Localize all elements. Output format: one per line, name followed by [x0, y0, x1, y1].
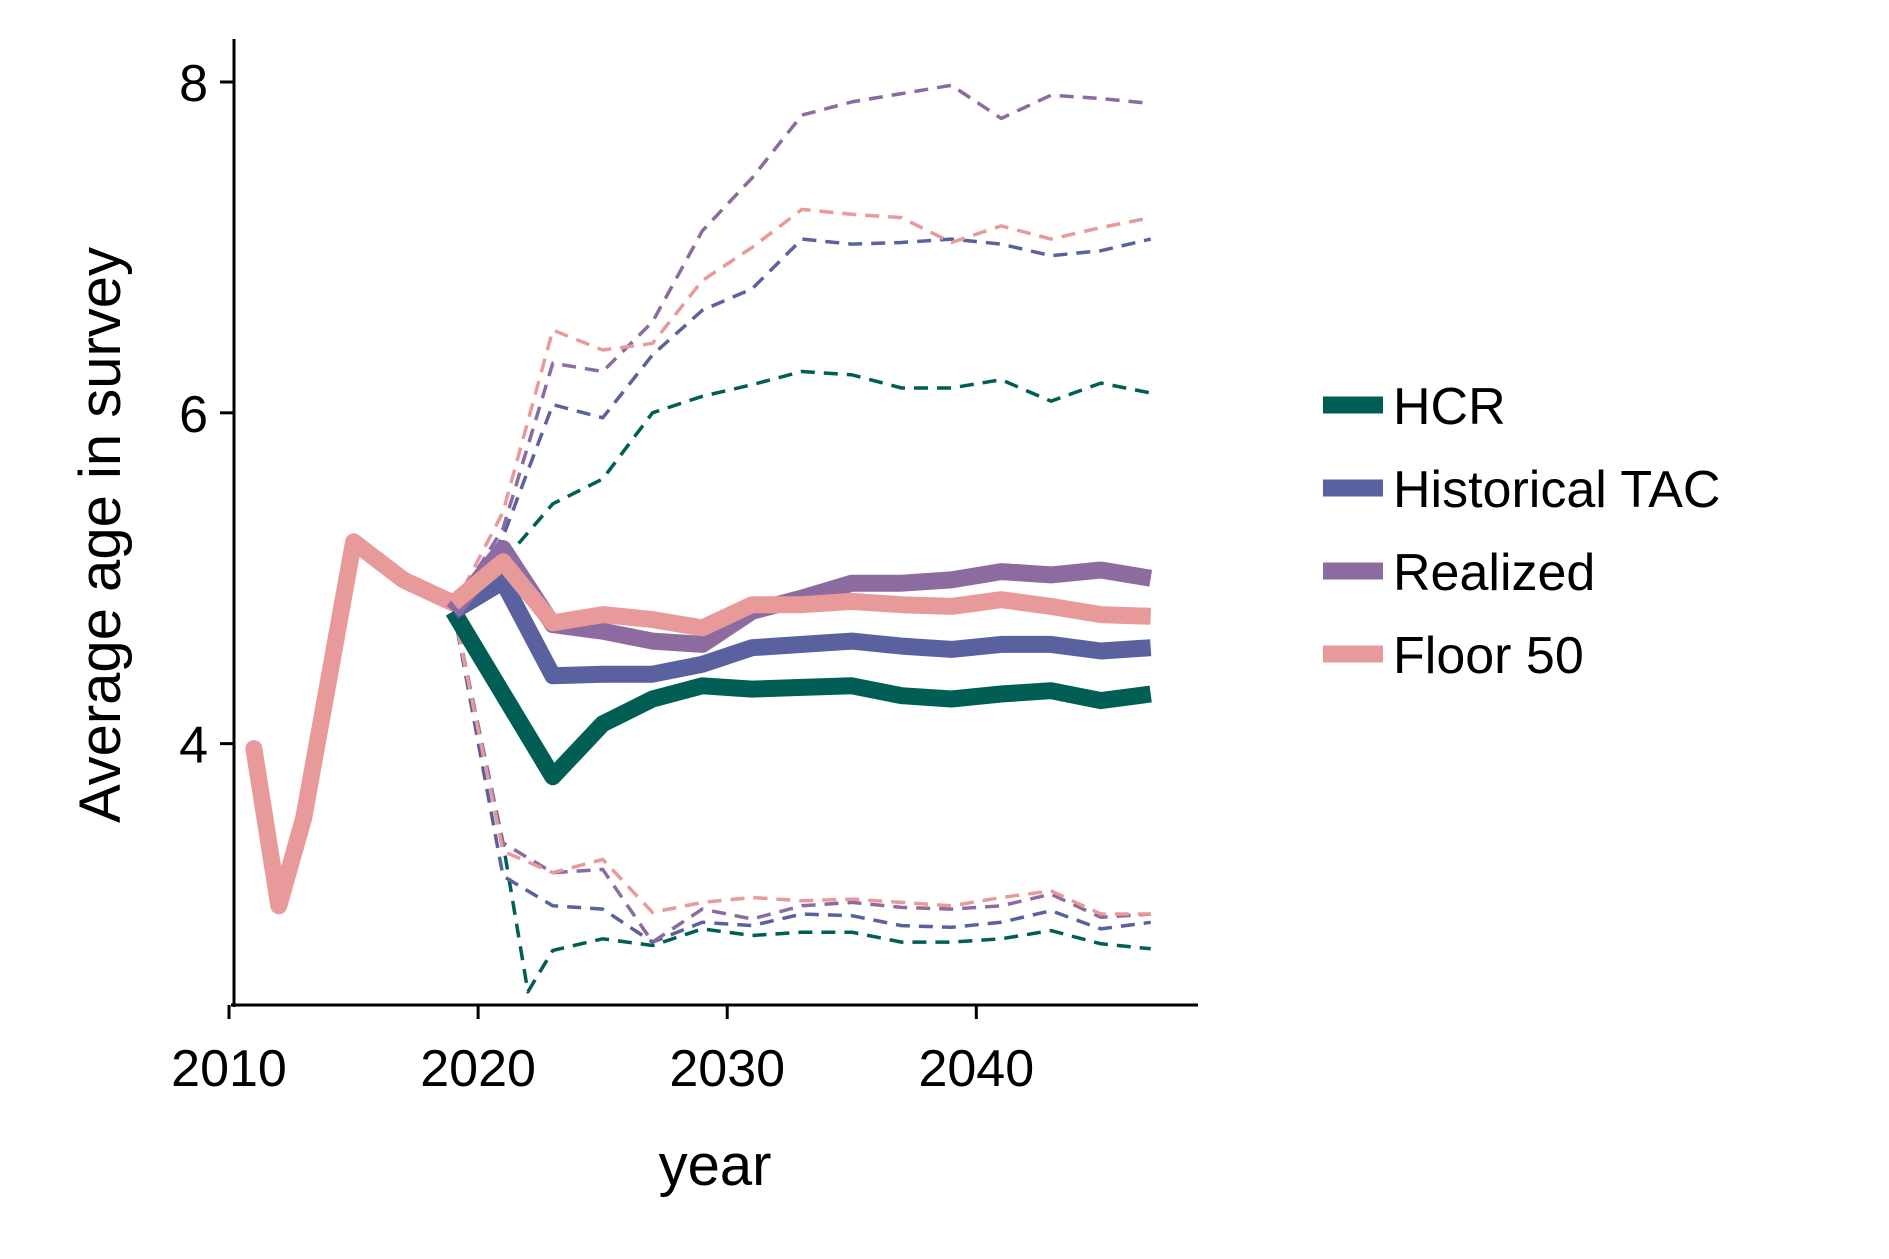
axes-layer	[231, 39, 1198, 1007]
y-tick-label: 8	[179, 55, 208, 113]
series-historical-tac-upper-line	[451, 237, 1152, 610]
series-floor-50-upper-line	[451, 207, 1152, 609]
series-realized-lower-line	[451, 607, 1151, 944]
y-axis-title: Average age in survey	[68, 247, 133, 823]
series-floor-50-lower-line	[451, 607, 1151, 916]
series-historical-tac-median-line	[448, 573, 1152, 685]
ticks-layer: 2010 2020 2030 2040 4 6 8	[171, 55, 1034, 1098]
historical-line	[245, 533, 462, 915]
legend-label-realized: Realized	[1393, 544, 1595, 602]
legend: HCR Historical TAC Realized Floor 50	[1323, 378, 1720, 685]
legend-label-floor-50: Floor 50	[1393, 627, 1584, 685]
legend-label-hcr: HCR	[1393, 378, 1506, 436]
y-tick-label: 4	[179, 717, 208, 775]
series-hcr-lower-line	[451, 607, 1151, 994]
legend-label-historical-tac: Historical TAC	[1393, 461, 1720, 519]
x-tick-label: 2030	[669, 1040, 785, 1098]
x-tick-label: 2020	[420, 1040, 536, 1098]
x-tick-label: 2010	[171, 1040, 287, 1098]
series-historical-tac-lower-line	[451, 607, 1151, 944]
series-realized-upper-line	[451, 83, 1151, 609]
series-layer	[245, 83, 1153, 994]
y-tick-label: 6	[179, 386, 208, 444]
series-hcr-median-line	[445, 606, 1152, 786]
x-axis-title: year	[659, 1133, 772, 1198]
series-hcr-upper-line	[452, 369, 1152, 610]
series-floor-50-median-line	[447, 553, 1151, 637]
x-tick-label: 2040	[918, 1040, 1034, 1098]
